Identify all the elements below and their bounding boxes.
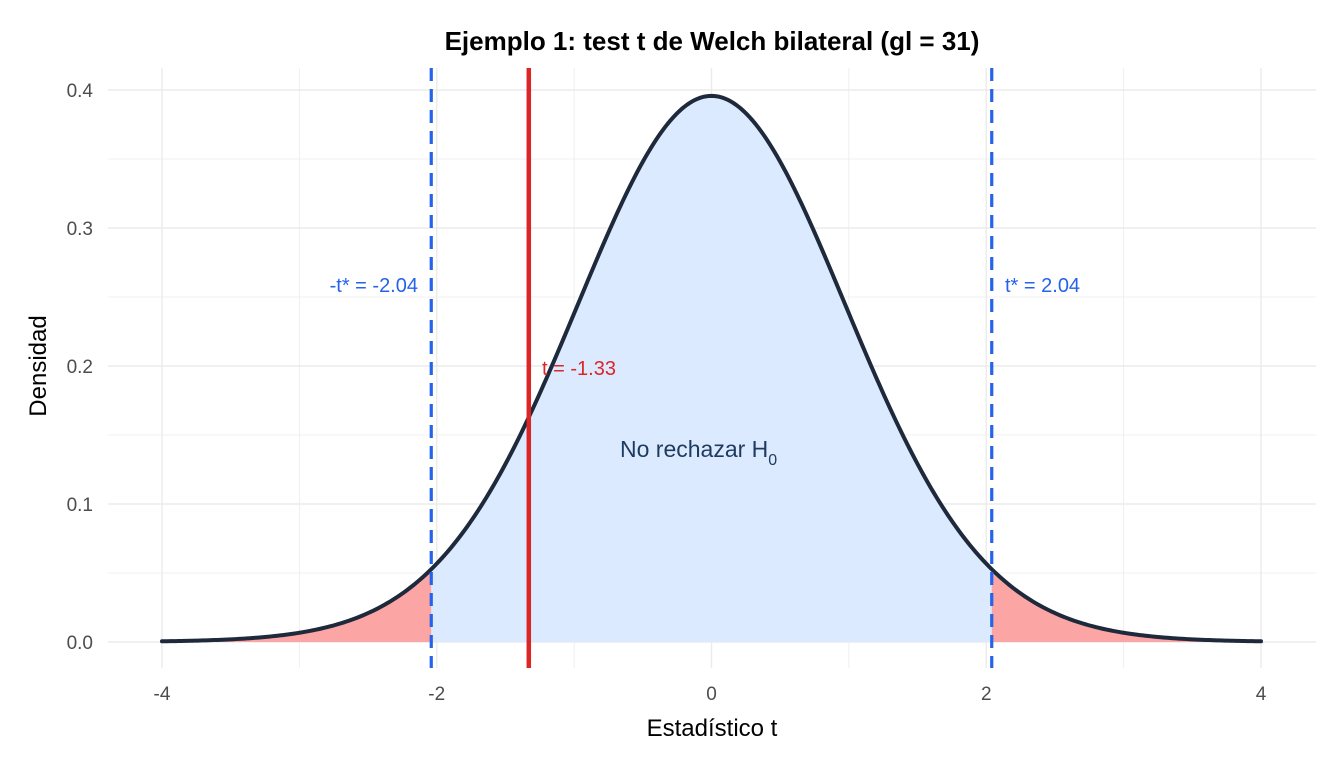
rejection-region-right xyxy=(991,569,1261,642)
area-fills xyxy=(162,95,1261,642)
y-tick-label: 0.1 xyxy=(67,495,93,516)
chart-title: Ejemplo 1: test t de Welch bilateral (gl… xyxy=(445,26,980,56)
density-curve xyxy=(160,93,1263,644)
annotation-acceptance: No rechazar H0 xyxy=(620,436,777,469)
x-tick-label: -2 xyxy=(428,684,445,705)
x-tick-label: -4 xyxy=(154,684,171,705)
density-curve-layer xyxy=(160,93,1263,644)
acceptance-region xyxy=(431,95,992,642)
y-tick-label: 0.2 xyxy=(67,357,93,378)
rejection-region-left xyxy=(162,569,432,642)
x-axis-title: Estadístico t xyxy=(647,715,778,742)
y-tick-label: 0.0 xyxy=(67,633,93,654)
x-tick-label: 0 xyxy=(706,684,717,705)
annotation-acceptance-sub: 0 xyxy=(768,452,777,469)
annotation-acceptance-main: No rechazar H xyxy=(620,436,768,462)
y-axis-title: Densidad xyxy=(25,315,52,416)
x-tick-labels: -4 -2 0 2 4 xyxy=(154,684,1267,705)
annotation-critical-pos: t* = 2.04 xyxy=(1005,275,1080,297)
reference-lines xyxy=(429,68,994,668)
x-tick-label: 4 xyxy=(1256,684,1267,705)
y-tick-label: 0.3 xyxy=(67,219,93,240)
y-tick-label: 0.4 xyxy=(67,81,94,102)
annotation-critical-neg: -t* = -2.04 xyxy=(330,275,418,297)
y-tick-labels: 0.0 0.1 0.2 0.3 0.4 xyxy=(67,81,94,654)
x-tick-label: 2 xyxy=(981,684,992,705)
annotation-observed: t = -1.33 xyxy=(542,358,616,380)
